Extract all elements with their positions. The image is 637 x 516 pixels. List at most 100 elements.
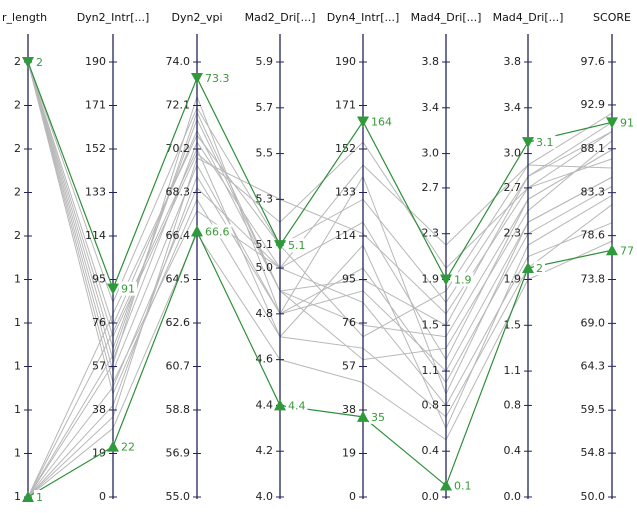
tick-label: 72.1	[166, 99, 191, 112]
data-line	[27, 61, 613, 338]
label-bg	[534, 135, 556, 150]
marker	[107, 440, 119, 452]
label-bg	[119, 281, 137, 296]
tick-label: 38	[342, 403, 356, 416]
label-bg	[618, 243, 636, 258]
tick-label: 58.8	[166, 403, 191, 416]
tick-label: 4.8	[256, 307, 274, 320]
tick-label: 2	[14, 142, 21, 155]
tick-label: 62.6	[166, 316, 191, 329]
tick-label: 55.0	[166, 490, 191, 503]
tick-label: 88.1	[581, 142, 606, 155]
value-label-group: 91	[618, 115, 636, 130]
tick-label: 60.7	[166, 360, 191, 373]
tick-label: 3.0	[504, 147, 522, 160]
value-label: 3.1	[536, 136, 554, 149]
tick-label: 1.5	[422, 318, 440, 331]
value-label: 4.4	[288, 399, 306, 412]
tick-label: 5.9	[256, 55, 274, 68]
label-bg	[452, 478, 474, 493]
tick-label: 1	[14, 360, 21, 373]
label-bg	[286, 238, 308, 253]
tick-label: 3.4	[504, 101, 522, 114]
value-label-group: 4.4	[286, 398, 308, 413]
data-line	[27, 61, 613, 396]
marker	[22, 491, 34, 502]
data-line	[27, 232, 613, 498]
label-bg	[119, 439, 137, 454]
tick-label: 2.7	[422, 181, 440, 194]
tick-label: 190	[85, 55, 106, 68]
tick-label: 4.2	[256, 444, 274, 457]
data-line	[27, 61, 613, 361]
value-label: 1.9	[454, 274, 472, 287]
tick-label: 38	[92, 403, 106, 416]
highlight-line	[27, 61, 613, 291]
tick-label: 3.4	[422, 101, 440, 114]
value-label: 1	[36, 491, 43, 504]
value-label: 91	[121, 283, 135, 296]
marker	[606, 117, 618, 129]
tick-label: 133	[335, 186, 356, 199]
value-label: 5.1	[288, 239, 306, 252]
tick-label: 73.8	[581, 273, 606, 286]
data-line	[27, 61, 613, 362]
tick-label: 2	[14, 186, 21, 199]
value-label-group: 164	[369, 114, 394, 129]
tick-label: 56.9	[166, 447, 191, 460]
tick-label: 97.6	[581, 55, 606, 68]
value-label-group: 91	[119, 281, 137, 296]
value-label-group: 5.1	[286, 238, 308, 253]
data-line	[27, 111, 613, 498]
tick-label: 70.2	[166, 142, 191, 155]
value-label-group: 0.1	[452, 478, 474, 493]
value-label-group: 22	[119, 439, 137, 454]
tick-label: 74.0	[166, 55, 191, 68]
tick-label: 5.0	[256, 261, 274, 274]
tick-label: 66.4	[166, 229, 191, 242]
marker	[606, 244, 618, 256]
tick-label: 69.0	[581, 316, 606, 329]
tick-label: 57	[342, 360, 356, 373]
label-bg	[286, 398, 308, 413]
marker	[522, 262, 534, 274]
label-bg	[203, 224, 232, 239]
value-label-group: 73.3	[203, 71, 232, 86]
axis-header: Dyn2_Intr[...]	[77, 11, 150, 24]
tick-label: 171	[335, 99, 356, 112]
tick-label: 1.9	[504, 273, 522, 286]
value-label-group: 2	[534, 261, 545, 276]
data-line	[27, 61, 613, 430]
tick-label: 114	[85, 229, 106, 242]
marker	[357, 116, 369, 128]
tick-label: 95	[342, 273, 356, 286]
tick-label: 0	[99, 490, 106, 503]
tick-label: 50.0	[581, 490, 606, 503]
axis-header: r_length	[2, 11, 47, 24]
tick-label: 76	[342, 316, 356, 329]
tick-label: 64.3	[581, 359, 606, 372]
tick-label: 0.0	[504, 490, 522, 503]
label-bg	[203, 71, 232, 86]
axis-header: Mad4_Dri[...]	[411, 11, 482, 24]
data-line	[27, 131, 613, 498]
marker	[191, 73, 203, 85]
tick-label: 2.3	[422, 227, 440, 240]
tick-label: 3.8	[504, 55, 522, 68]
tick-label: 1	[14, 447, 21, 460]
tick-label: 76	[92, 316, 106, 329]
value-label-group: 1	[34, 490, 45, 504]
value-label: 22	[121, 441, 135, 454]
label-bg	[369, 409, 387, 424]
data-line	[27, 175, 613, 498]
marker	[357, 410, 369, 422]
axis-header: Mad2_Dri[...]	[245, 11, 316, 24]
marker	[440, 274, 452, 286]
data-line	[27, 147, 613, 498]
tick-label: 1.1	[504, 364, 522, 377]
tick-label: 1	[14, 316, 21, 329]
marker	[107, 283, 119, 295]
tick-label: 5.7	[256, 101, 274, 114]
marker	[274, 240, 286, 252]
